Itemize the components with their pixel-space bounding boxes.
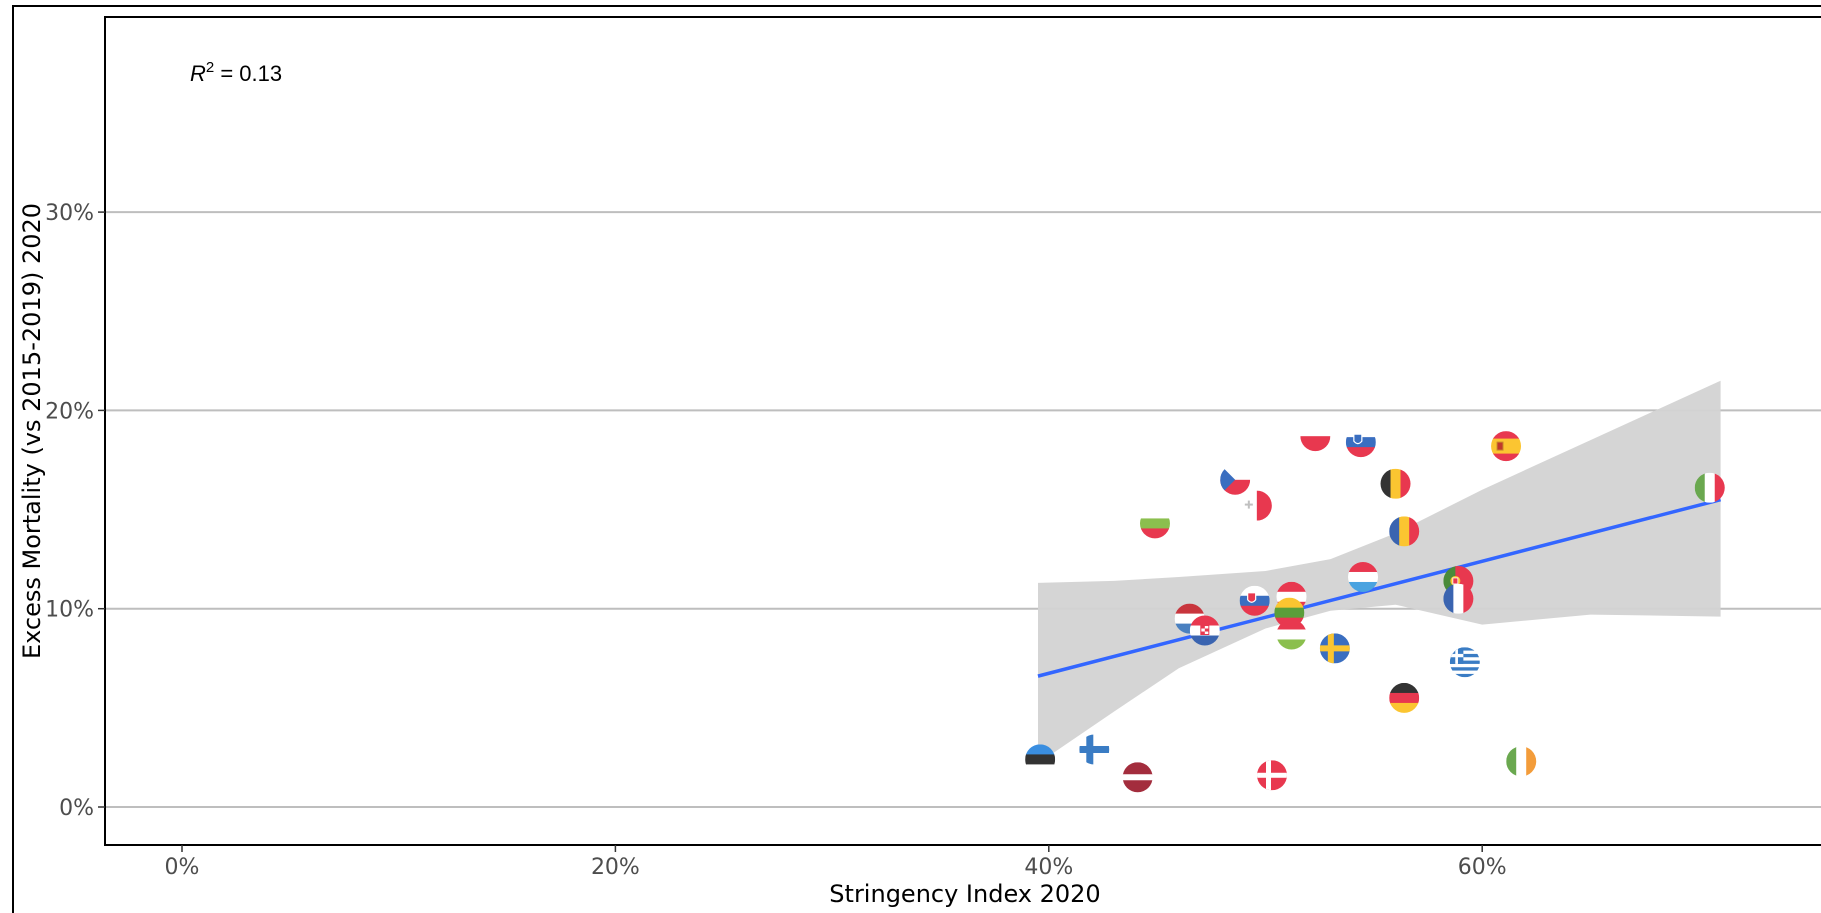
data-point-poland xyxy=(1300,421,1331,452)
trend-line-layer xyxy=(1037,497,1722,678)
confidence-band-layer xyxy=(1038,380,1721,764)
luxembourg-flag-icon xyxy=(1348,561,1379,592)
data-point-finland xyxy=(1079,734,1110,765)
y-axis: 0% 10% 20% 30% xyxy=(45,201,105,821)
y-tick-label: 20% xyxy=(45,399,94,424)
poland-flag-icon xyxy=(1300,421,1331,452)
trend-line xyxy=(1037,497,1722,678)
x-tick-label: 40% xyxy=(1024,855,1073,880)
denmark-flag-icon xyxy=(1257,760,1288,791)
x-axis: 0% 20% 40% 60% xyxy=(165,845,1507,880)
data-point-romania xyxy=(1389,516,1420,547)
data-point-belgium xyxy=(1380,468,1411,499)
germany-flag-icon xyxy=(1389,682,1420,713)
r-squared-value: = 0.13 xyxy=(214,61,282,86)
data-point-italy xyxy=(1694,472,1725,503)
x-tick-label: 0% xyxy=(165,855,200,880)
france-flag-icon xyxy=(1443,583,1474,614)
data-point-slovakia xyxy=(1239,585,1270,616)
y-axis-title: Excess Mortality (vs 2015-2019) 2020 xyxy=(18,203,46,659)
data-point-hungary xyxy=(1276,619,1307,650)
latvia-flag-icon xyxy=(1122,762,1153,793)
greece-flag-icon xyxy=(1449,647,1480,678)
sweden-flag-icon xyxy=(1319,633,1350,664)
data-point-ireland xyxy=(1506,746,1537,777)
x-tick-label: 60% xyxy=(1458,855,1507,880)
data-point-malta xyxy=(1241,490,1272,521)
italy-flag-icon xyxy=(1694,472,1725,503)
confidence-band xyxy=(1038,380,1721,764)
czechia-flag-icon xyxy=(1220,464,1251,495)
romania-flag-icon xyxy=(1389,516,1420,547)
data-point-denmark xyxy=(1257,760,1288,791)
r-squared-annotation: R2 = 0.13 xyxy=(190,59,282,86)
malta-flag-icon xyxy=(1241,490,1272,521)
netherlands-flag-icon xyxy=(1174,603,1205,634)
data-point-france xyxy=(1443,583,1474,614)
data-point-luxembourg xyxy=(1348,561,1379,592)
data-point-estonia xyxy=(1025,744,1056,775)
data-points-layer xyxy=(1025,421,1725,793)
r-superscript: 2 xyxy=(206,59,214,76)
r-symbol: R xyxy=(190,61,206,86)
y-tick-label: 30% xyxy=(45,201,94,226)
bulgaria-flag-icon xyxy=(1139,508,1170,539)
panel-frame xyxy=(104,16,1821,846)
data-point-bulgaria xyxy=(1139,508,1170,539)
data-point-latvia xyxy=(1122,762,1153,793)
y-tick-label: 0% xyxy=(59,796,94,821)
finland-flag-icon xyxy=(1079,734,1110,765)
data-point-netherlands xyxy=(1174,603,1205,634)
data-point-sweden xyxy=(1319,633,1350,664)
x-axis-title: Stringency Index 2020 xyxy=(829,880,1100,908)
data-point-slovenia xyxy=(1345,427,1376,458)
belgium-flag-icon xyxy=(1380,468,1411,499)
croatia-flag-icon xyxy=(1189,615,1220,646)
data-point-spain xyxy=(1491,431,1522,462)
data-point-greece xyxy=(1449,647,1480,678)
y-tick-label: 10% xyxy=(45,598,94,623)
outer-frame xyxy=(12,5,1821,913)
spain-flag-icon xyxy=(1491,431,1522,462)
data-point-germany xyxy=(1389,682,1420,713)
slovakia-flag-icon xyxy=(1239,585,1270,616)
slovenia-flag-icon xyxy=(1345,427,1376,458)
x-tick-label: 20% xyxy=(591,855,640,880)
estonia-flag-icon xyxy=(1025,744,1056,775)
ireland-flag-icon xyxy=(1506,746,1537,777)
data-point-croatia xyxy=(1189,615,1220,646)
data-point-czechia xyxy=(1220,464,1251,495)
hungary-flag-icon xyxy=(1276,619,1307,650)
